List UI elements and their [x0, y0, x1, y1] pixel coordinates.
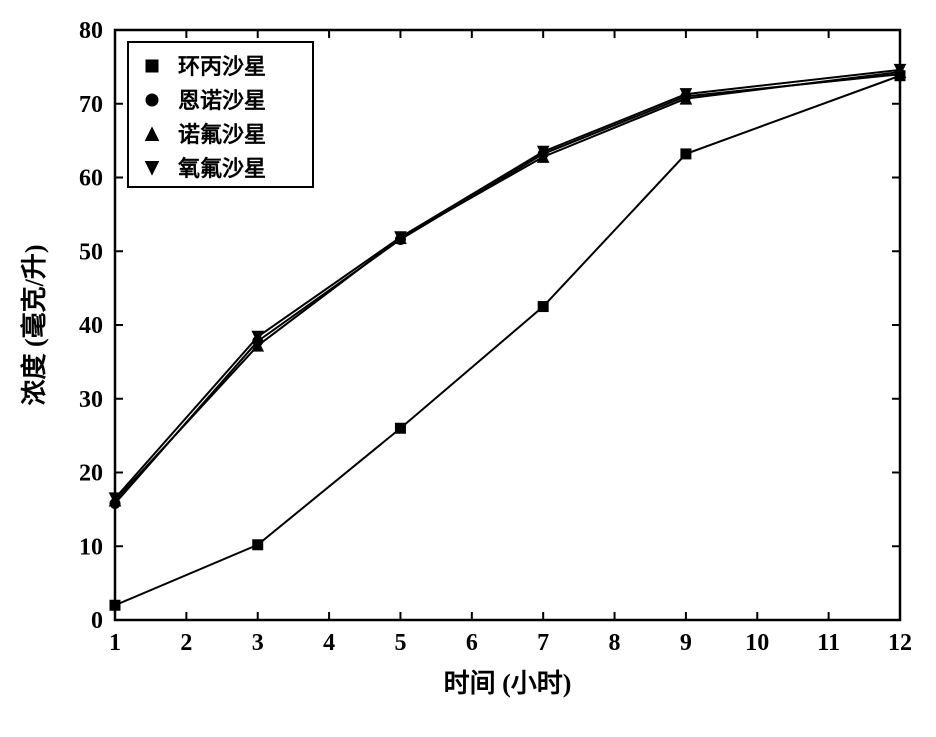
x-tick-label: 4 — [323, 630, 335, 656]
y-tick-label: 40 — [79, 313, 103, 339]
y-axis-title: 浓度 (毫克/升) — [19, 244, 49, 405]
legend-label: 恩诺沙星 — [178, 88, 266, 113]
x-tick-label: 8 — [609, 630, 621, 656]
legend-label: 氧氟沙星 — [177, 156, 266, 181]
y-tick-label: 80 — [79, 18, 103, 44]
x-tick-label: 6 — [466, 630, 478, 656]
x-tick-label: 1 — [109, 630, 121, 656]
x-axis-title: 时间 (小时) — [444, 669, 572, 698]
x-tick-label: 5 — [394, 630, 406, 656]
x-tick-label: 2 — [180, 630, 192, 656]
y-tick-label: 30 — [79, 387, 103, 413]
x-tick-label: 11 — [817, 630, 840, 656]
x-tick-label: 7 — [537, 630, 549, 656]
y-tick-label: 20 — [79, 461, 103, 487]
line-chart: 12345678910111201020304050607080时间 (小时)浓… — [0, 0, 936, 737]
y-tick-label: 50 — [79, 239, 103, 265]
x-tick-label: 9 — [680, 630, 692, 656]
chart-container: 12345678910111201020304050607080时间 (小时)浓… — [0, 0, 936, 737]
y-tick-label: 0 — [91, 608, 103, 634]
x-tick-label: 12 — [888, 630, 912, 656]
y-tick-label: 60 — [79, 166, 103, 192]
legend: 环丙沙星恩诺沙星诺氟沙星氧氟沙星 — [128, 42, 313, 187]
y-tick-label: 70 — [79, 92, 103, 118]
legend-label: 诺氟沙星 — [178, 122, 266, 147]
y-tick-label: 10 — [79, 534, 103, 560]
x-tick-label: 10 — [745, 630, 769, 656]
x-tick-label: 3 — [252, 630, 264, 656]
legend-label: 环丙沙星 — [178, 54, 266, 79]
